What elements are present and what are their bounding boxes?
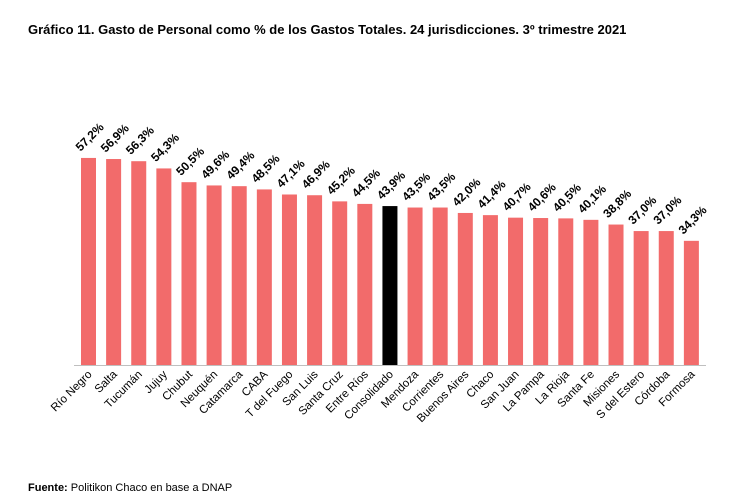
source-note: Fuente: Politikon Chaco en base a DNAP xyxy=(28,482,232,494)
bar xyxy=(407,207,423,365)
bar xyxy=(156,168,172,365)
bar xyxy=(357,203,373,365)
bar xyxy=(482,215,498,365)
bar xyxy=(633,231,649,365)
bar xyxy=(583,219,599,365)
bar xyxy=(81,157,96,365)
data-label: 34,3% xyxy=(676,203,710,237)
source-label: Fuente: xyxy=(28,482,68,494)
source-text: Politikon Chaco en base a DNAP xyxy=(67,482,233,494)
bar xyxy=(332,201,348,365)
bar xyxy=(256,189,272,365)
bar xyxy=(658,231,674,365)
bar xyxy=(382,206,398,365)
bar xyxy=(307,195,323,365)
bar xyxy=(533,218,549,365)
bar xyxy=(181,182,197,365)
bar xyxy=(206,185,222,365)
bar xyxy=(608,224,624,365)
bar xyxy=(508,217,524,365)
bar xyxy=(106,159,122,365)
bar xyxy=(231,186,247,365)
bar xyxy=(457,212,473,365)
bar xyxy=(281,194,297,365)
chart-title: Gráfico 11. Gasto de Personal como % de … xyxy=(28,22,627,37)
bar xyxy=(131,161,147,365)
bar xyxy=(683,240,699,365)
bar xyxy=(432,207,448,365)
bar xyxy=(558,218,574,365)
x-tick-label: Río Negro xyxy=(49,369,95,415)
